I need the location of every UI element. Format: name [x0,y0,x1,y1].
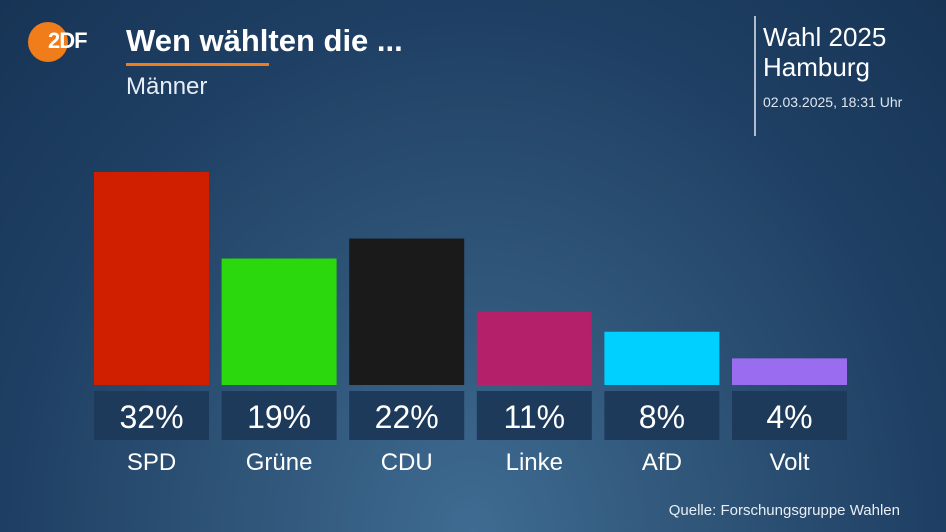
bar-grüne [221,258,337,385]
value-label-volt: 4% [766,399,812,435]
value-label-grüne: 19% [247,399,311,435]
bar-cdu [349,238,465,385]
value-box-cdu [349,391,465,440]
value-label-linke: 11% [503,399,565,435]
value-box-afd [604,391,720,440]
category-label-volt: Volt [769,449,809,476]
election-region: Hamburg [763,52,870,82]
value-box-spd [94,391,209,440]
bar-linke [476,311,592,385]
bar-spd [94,172,209,385]
bar-afd [604,331,720,385]
category-label-linke: Linke [506,449,563,476]
value-box-volt [732,391,847,440]
category-label-cdu: CDU [381,449,433,476]
bar-volt [732,358,847,385]
title-underline [126,63,269,66]
value-box-grüne [221,391,337,440]
timestamp: 02.03.2025, 18:31 Uhr [763,94,903,110]
zdf-logo [28,22,68,62]
category-label-grüne: Grüne [246,449,313,476]
value-box-linke [476,391,592,440]
election-info: Wahl 2025 Hamburg [763,22,886,82]
chart-title: Wen wählten die ... [126,23,403,58]
chart-subtitle: Männer [126,73,208,100]
header-divider [754,16,756,136]
category-label-spd: SPD [127,449,176,476]
category-label-afd: AfD [642,449,682,476]
zdf-logo-text: 2DF [48,28,88,53]
source-label: Quelle: Forschungsgruppe Wahlen [668,502,900,519]
value-label-spd: 32% [119,399,183,435]
value-label-afd: 8% [639,399,685,435]
election-name: Wahl 2025 [763,22,887,52]
value-label-cdu: 22% [375,399,439,435]
